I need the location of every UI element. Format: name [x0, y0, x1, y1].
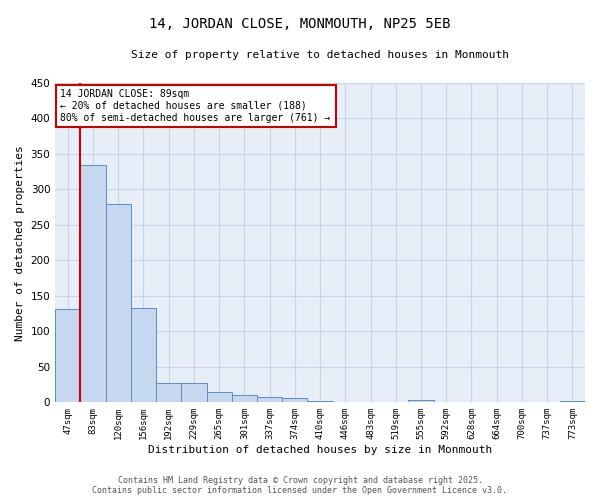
Bar	[232, 395, 257, 402]
Bar	[206, 392, 232, 402]
Text: 14, JORDAN CLOSE, MONMOUTH, NP25 5EB: 14, JORDAN CLOSE, MONMOUTH, NP25 5EB	[149, 18, 451, 32]
Text: Contains HM Land Registry data © Crown copyright and database right 2025.
Contai: Contains HM Land Registry data © Crown c…	[92, 476, 508, 495]
Bar	[282, 398, 307, 402]
Bar	[131, 308, 156, 402]
X-axis label: Distribution of detached houses by size in Monmouth: Distribution of detached houses by size …	[148, 445, 492, 455]
Y-axis label: Number of detached properties: Number of detached properties	[15, 145, 25, 340]
Bar	[409, 400, 434, 402]
Bar	[560, 401, 585, 402]
Bar	[257, 398, 282, 402]
Bar	[80, 164, 106, 402]
Bar	[106, 204, 131, 402]
Title: Size of property relative to detached houses in Monmouth: Size of property relative to detached ho…	[131, 50, 509, 60]
Text: 14 JORDAN CLOSE: 89sqm
← 20% of detached houses are smaller (188)
80% of semi-de: 14 JORDAN CLOSE: 89sqm ← 20% of detached…	[61, 90, 331, 122]
Bar	[181, 383, 206, 402]
Bar	[307, 401, 332, 402]
Bar	[156, 383, 181, 402]
Bar	[55, 310, 80, 402]
